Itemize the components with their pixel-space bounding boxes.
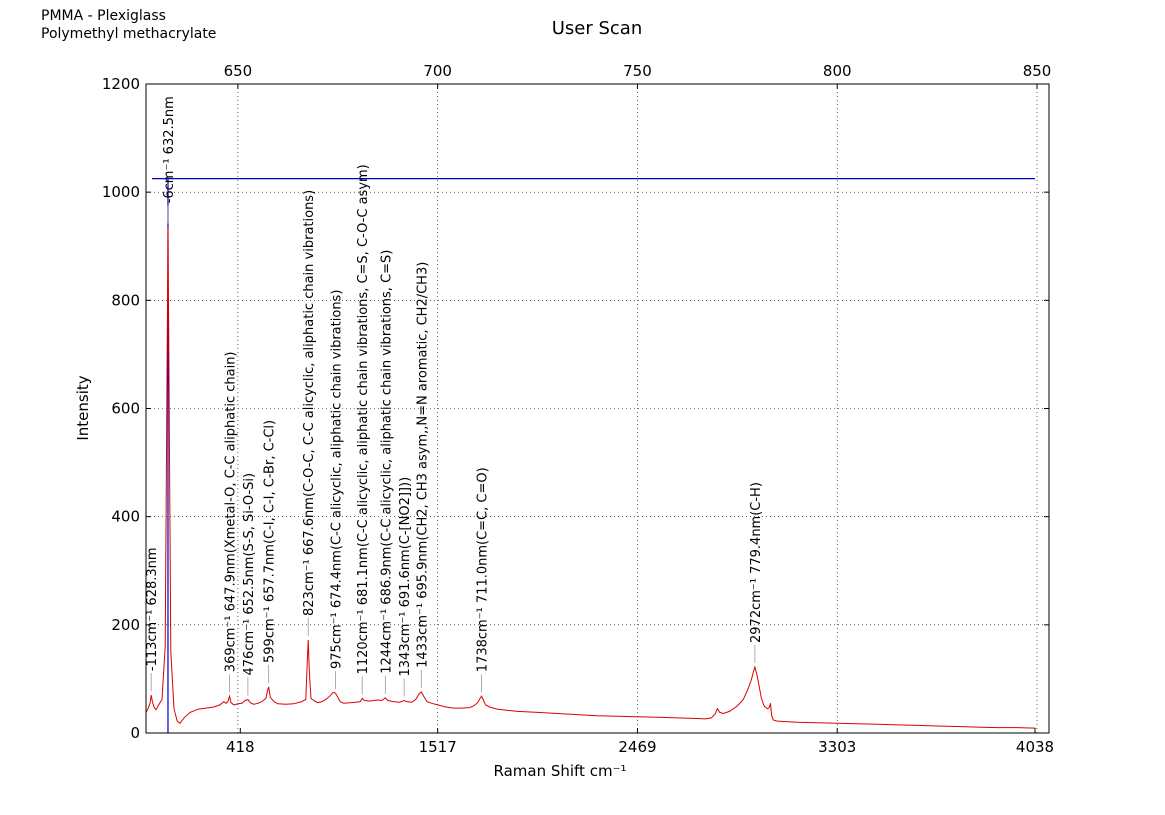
bottom-tick-label: 418: [226, 738, 255, 756]
bottom-tick-label: 1517: [419, 738, 457, 756]
sample-description: Polymethyl methacrylate: [41, 26, 217, 42]
peak-label: 975cm⁻¹ 674.4nm(C-C alicyclic, aliphatic…: [329, 290, 344, 669]
sample-name: PMMA - Plexiglass: [41, 8, 166, 24]
y-tick-label: 1000: [102, 183, 140, 201]
axis-ticks: 0 200 400 600 800 1000 1200 650 700 750 800 850 418 1…: [102, 62, 1054, 756]
peak-label: 1433cm⁻¹ 695.9nm(CH2, CH3 asym,,N=N arom…: [415, 262, 430, 668]
top-tick-label: 850: [1023, 62, 1052, 80]
spectrum-line: [145, 227, 1036, 729]
top-tick-label: 650: [224, 62, 253, 80]
y-tick-label: 200: [111, 616, 140, 634]
top-tick-label: 800: [823, 62, 852, 80]
peak-label: 1244cm⁻¹ 686.9nm(C-C alicyclic, aliphati…: [379, 250, 394, 674]
grid-lines: [146, 84, 1049, 733]
peak-label: 1343cm⁻¹ 691.6nm(C-[NO2]])): [398, 477, 413, 677]
peak-annotations: -113cm⁻¹ 628.3nm -6cm⁻¹ 632.5nm 369cm⁻¹ 64…: [145, 96, 764, 697]
spectrum-series-group: [145, 227, 1036, 729]
top-tick-label: 750: [623, 62, 652, 80]
y-tick-label: 0: [130, 724, 140, 742]
peak-label: 2972cm⁻¹ 779.4nm(C-H): [749, 482, 764, 643]
bottom-tick-label: 3303: [818, 738, 856, 756]
peak-label: 599cm⁻¹ 657.7nm(C-I, C-I, C-Br, C-Cl): [263, 420, 278, 663]
y-tick-label: 400: [111, 508, 140, 526]
peak-label: 476cm⁻¹ 652.5nm(S-S, Si-O-Si): [242, 473, 257, 676]
top-tick-label: 700: [423, 62, 452, 80]
y-tick-label: 600: [111, 400, 140, 418]
x-axis-label: Raman Shift cm⁻¹: [493, 762, 626, 780]
laser-marker-group: [151, 178, 1036, 733]
y-tick-label: 800: [111, 291, 140, 309]
peak-label: -113cm⁻¹ 628.3nm: [145, 547, 160, 671]
peak-label: 1738cm⁻¹ 711.0nm(C=C, C=O): [476, 467, 491, 672]
peak-label: -6cm⁻¹ 632.5nm: [162, 96, 177, 203]
y-tick-label: 1200: [102, 75, 140, 93]
y-axis-label: Intensity: [74, 375, 92, 440]
peak-label: 369cm⁻¹ 647.9nm(Xmetal-O, C-C aliphatic …: [224, 351, 239, 672]
peak-label: 823cm⁻¹ 667.6nm(C-O-C, C-C alicyclic, al…: [302, 190, 317, 616]
plot-frame: [145, 83, 1050, 734]
bottom-tick-label: 2469: [618, 738, 656, 756]
chart-title: User Scan: [552, 18, 643, 39]
peak-label: 1120cm⁻¹ 681.1nm(C-C alicyclic, aliphati…: [356, 164, 371, 674]
bottom-tick-label: 4038: [1016, 738, 1054, 756]
